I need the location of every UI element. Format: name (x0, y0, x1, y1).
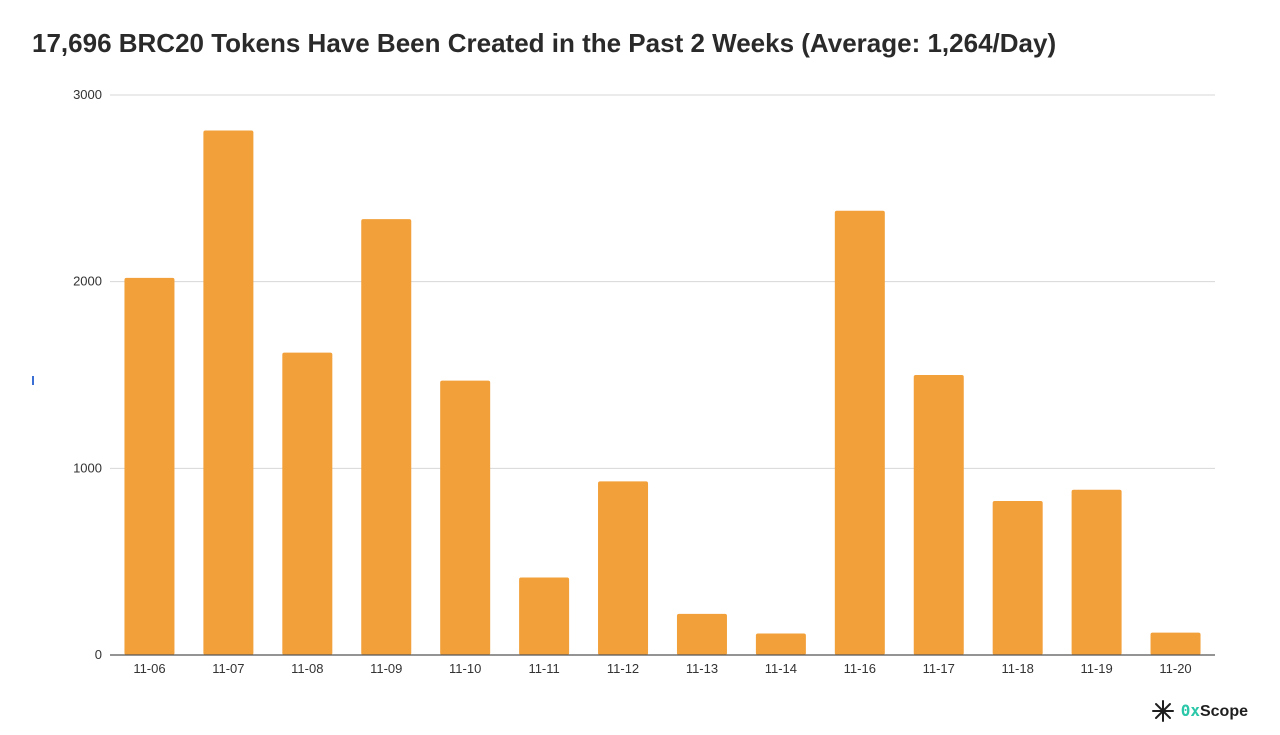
x-tick-label: 11-16 (844, 661, 876, 676)
x-tick-label: 11-07 (212, 661, 244, 676)
bar-11-12 (598, 481, 649, 655)
bar-11-10 (440, 380, 491, 655)
x-axis-ticks: 11-06 11-07 11-08 11-09 11-10 11-11 11-12 11-13… (133, 661, 1191, 676)
bar-11-06 (124, 277, 175, 655)
bar-11-19 (1071, 489, 1122, 655)
bars (124, 130, 1201, 655)
bar-11-07 (203, 130, 254, 655)
y-tick-label: 3000 (73, 87, 102, 102)
gridlines (110, 94, 1215, 469)
bar-11-09 (361, 219, 412, 655)
x-tick-label: 11-10 (449, 661, 481, 676)
y-axis-ticks: 0 1000 2000 3000 (73, 87, 102, 662)
x-tick-label: 11-06 (133, 661, 165, 676)
sparkle-star-icon (1151, 700, 1174, 722)
x-tick-label: 11-18 (1002, 661, 1034, 676)
y-tick-label: 1000 (73, 460, 102, 475)
brand-logo: 0xScope (1151, 699, 1248, 723)
x-tick-label: 11-17 (923, 661, 955, 676)
brand-prefix: 0x (1180, 701, 1200, 720)
bar-11-08 (282, 352, 333, 655)
y-tick-label: 2000 (73, 274, 102, 289)
x-tick-label: 11-08 (291, 661, 323, 676)
bar-11-16 (834, 210, 885, 655)
x-tick-label: 11-12 (607, 661, 639, 676)
x-tick-label: 11-09 (370, 661, 402, 676)
brand-name: Scope (1199, 703, 1248, 720)
bar-11-20 (1150, 632, 1201, 655)
x-tick-label: 11-20 (1159, 661, 1191, 676)
chart-title: 17,696 BRC20 Tokens Have Been Created in… (32, 28, 1057, 58)
x-tick-label: 11-14 (765, 661, 797, 676)
bar-11-11 (519, 577, 570, 655)
left-edge-marker (32, 376, 34, 385)
x-tick-label: 11-11 (528, 661, 559, 676)
bar-11-14 (755, 633, 806, 655)
x-tick-label: 11-13 (686, 661, 718, 676)
bar-11-18 (992, 501, 1043, 655)
y-tick-label: 0 (95, 647, 102, 662)
bar-11-17 (913, 375, 964, 655)
x-tick-label: 11-19 (1080, 661, 1112, 676)
bar-11-13 (676, 613, 727, 655)
